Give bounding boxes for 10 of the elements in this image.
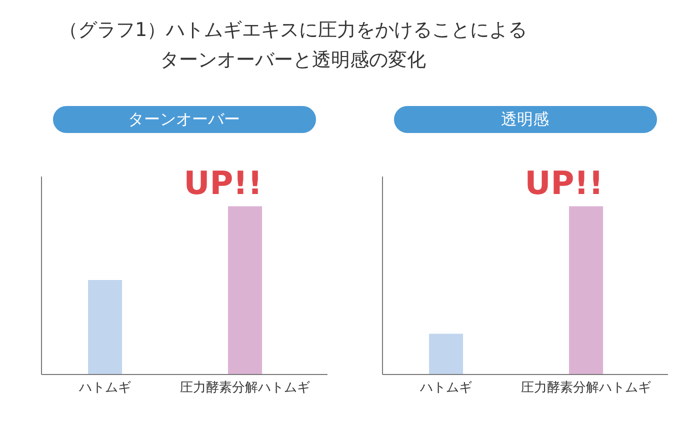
x-tick-label: ハトムギ bbox=[419, 380, 472, 396]
x-tick-label: ハトムギ bbox=[78, 380, 132, 396]
text: （グラフ1）ハトムギエキスに圧力をかけることによる bbox=[58, 19, 528, 41]
chart-title: ターンオーバー bbox=[128, 110, 240, 128]
annotation: UP!! bbox=[524, 164, 604, 202]
text: ターンオーバーと透明感の変化 bbox=[160, 49, 426, 71]
x-tick-label: 圧力酵素分解ハトムギ bbox=[180, 380, 310, 396]
x-tick-label: 圧力酵素分解ハトムギ bbox=[521, 380, 652, 396]
chart-title: 透明感 bbox=[501, 110, 549, 128]
annotation: UP!! bbox=[184, 164, 262, 202]
